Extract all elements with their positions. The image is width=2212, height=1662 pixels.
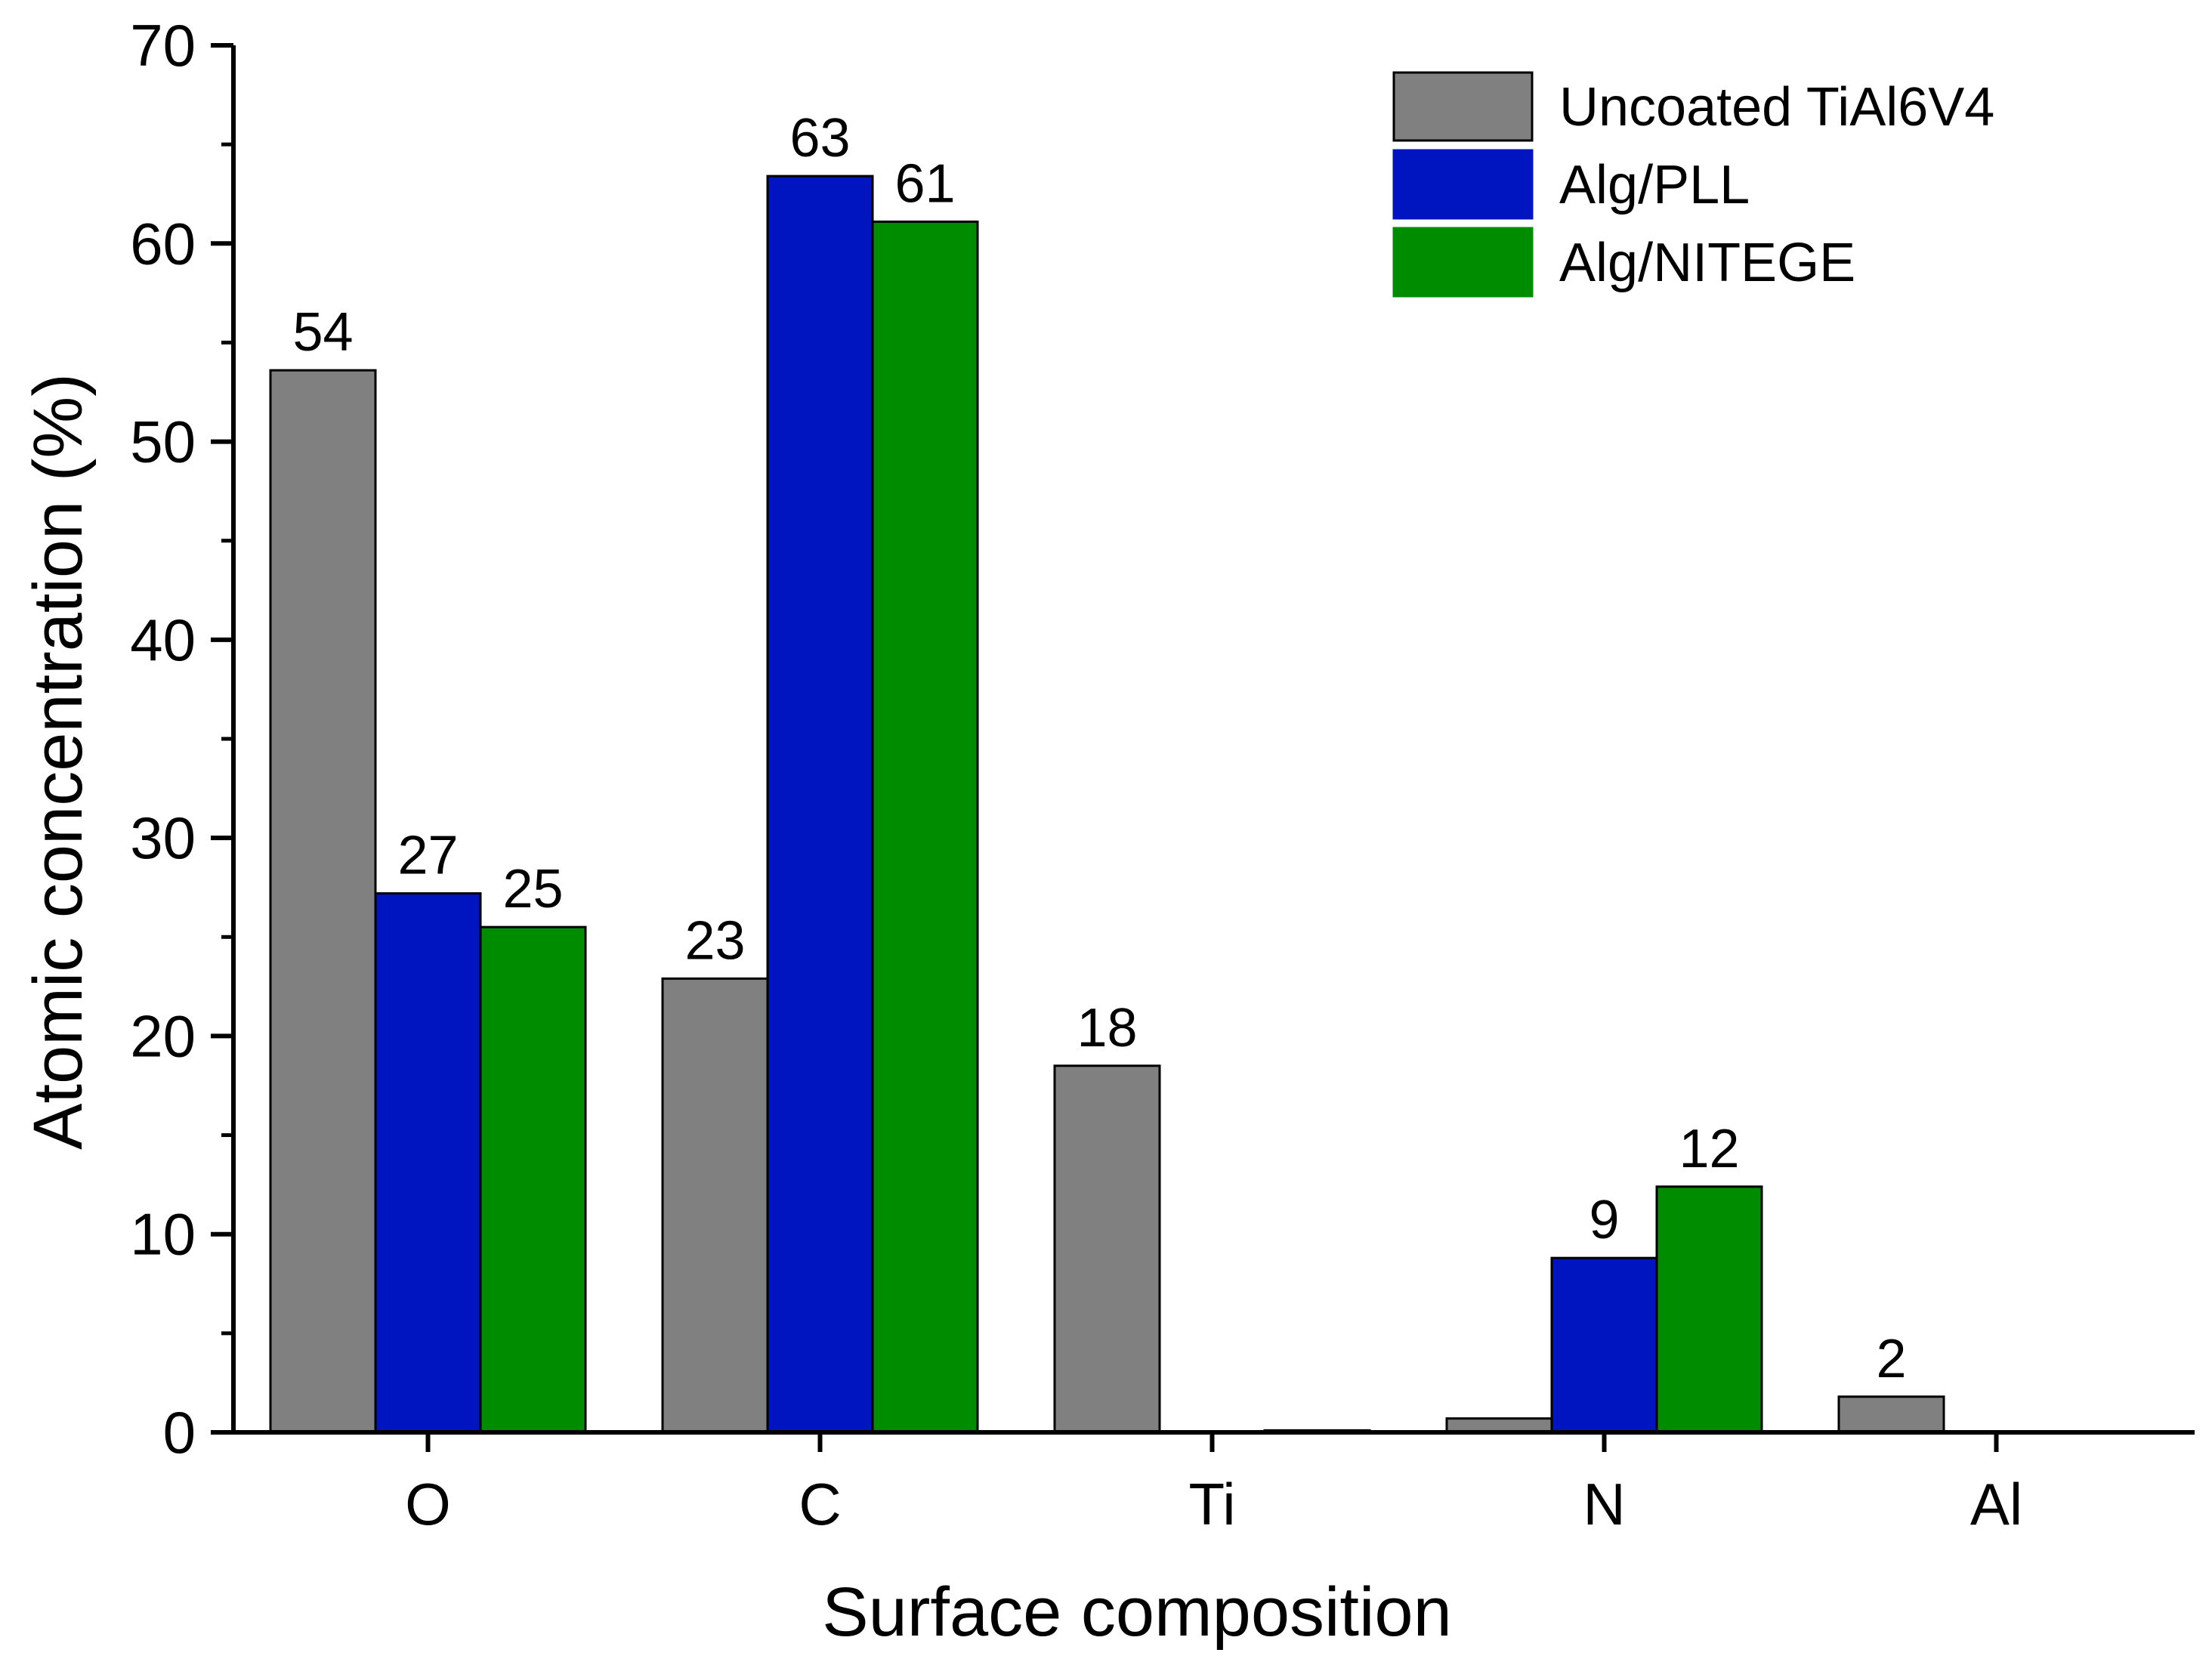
legend: Uncoated TiAl6V4 Alg/PLL Alg/NITEGE: [1392, 71, 1994, 298]
legend-swatch-series-3: [1392, 227, 1534, 298]
legend-swatch-series-1: [1392, 71, 1534, 142]
data-label-ti-series-1: 18: [1077, 998, 1137, 1058]
data-label-o-series-1: 54: [292, 302, 353, 363]
y-tick-label-70: 70: [130, 12, 196, 79]
y-tick-label-20: 20: [130, 1002, 196, 1069]
data-label-n-series-3: 12: [1679, 1119, 1739, 1179]
x-tick-label-ti: Ti: [1188, 1471, 1235, 1537]
legend-swatch-series-2: [1392, 149, 1534, 220]
legend-label-series-3: Alg/NITEGE: [1559, 233, 1855, 293]
bar-o-series-3: [479, 925, 587, 1434]
y-tick-label-40: 40: [130, 607, 196, 673]
bar-o-series-1: [269, 369, 377, 1434]
x-tick-label-c: C: [799, 1471, 841, 1537]
data-label-c-series-3: 61: [894, 153, 955, 214]
y-tick-label-50: 50: [130, 409, 196, 475]
axes-group: 0 10 20 30 40 50 60 70 O C Ti N Al: [130, 12, 2195, 1537]
y-tick-label-30: 30: [130, 805, 196, 871]
x-tick-label-al: Al: [1970, 1471, 2022, 1537]
bar-c-series-1: [661, 977, 769, 1434]
x-axis-title: Surface composition: [822, 1574, 1452, 1651]
bar-n-series-3: [1655, 1185, 1763, 1434]
x-tick-label-n: N: [1583, 1471, 1625, 1537]
data-labels-group: 54 27 25 23 63 61 18 9 12 2: [292, 108, 1906, 1389]
y-tick-label-10: 10: [130, 1201, 196, 1268]
bar-o-series-2: [374, 892, 482, 1434]
legend-label-series-2: Alg/PLL: [1559, 155, 1750, 215]
y-axis-title: Atomic concentration (%): [20, 373, 97, 1150]
bars-group: [269, 175, 1945, 1434]
data-label-o-series-3: 25: [502, 859, 563, 919]
data-label-c-series-1: 23: [684, 910, 745, 971]
bar-c-series-3: [871, 220, 979, 1434]
legend-label-series-1: Uncoated TiAl6V4: [1559, 77, 1994, 137]
x-tick-label-o: O: [405, 1471, 451, 1537]
bar-al-series-1: [1837, 1395, 1945, 1434]
data-label-c-series-2: 63: [789, 108, 850, 168]
bar-c-series-2: [766, 175, 874, 1434]
y-tick-label-0: 0: [163, 1399, 196, 1466]
bar-n-series-2: [1550, 1256, 1658, 1434]
data-label-o-series-2: 27: [397, 826, 458, 886]
bar-ti-series-1: [1053, 1064, 1161, 1434]
data-label-al-series-1: 2: [1876, 1329, 1906, 1389]
data-label-n-series-2: 9: [1589, 1190, 1619, 1250]
y-tick-label-60: 60: [130, 210, 196, 276]
